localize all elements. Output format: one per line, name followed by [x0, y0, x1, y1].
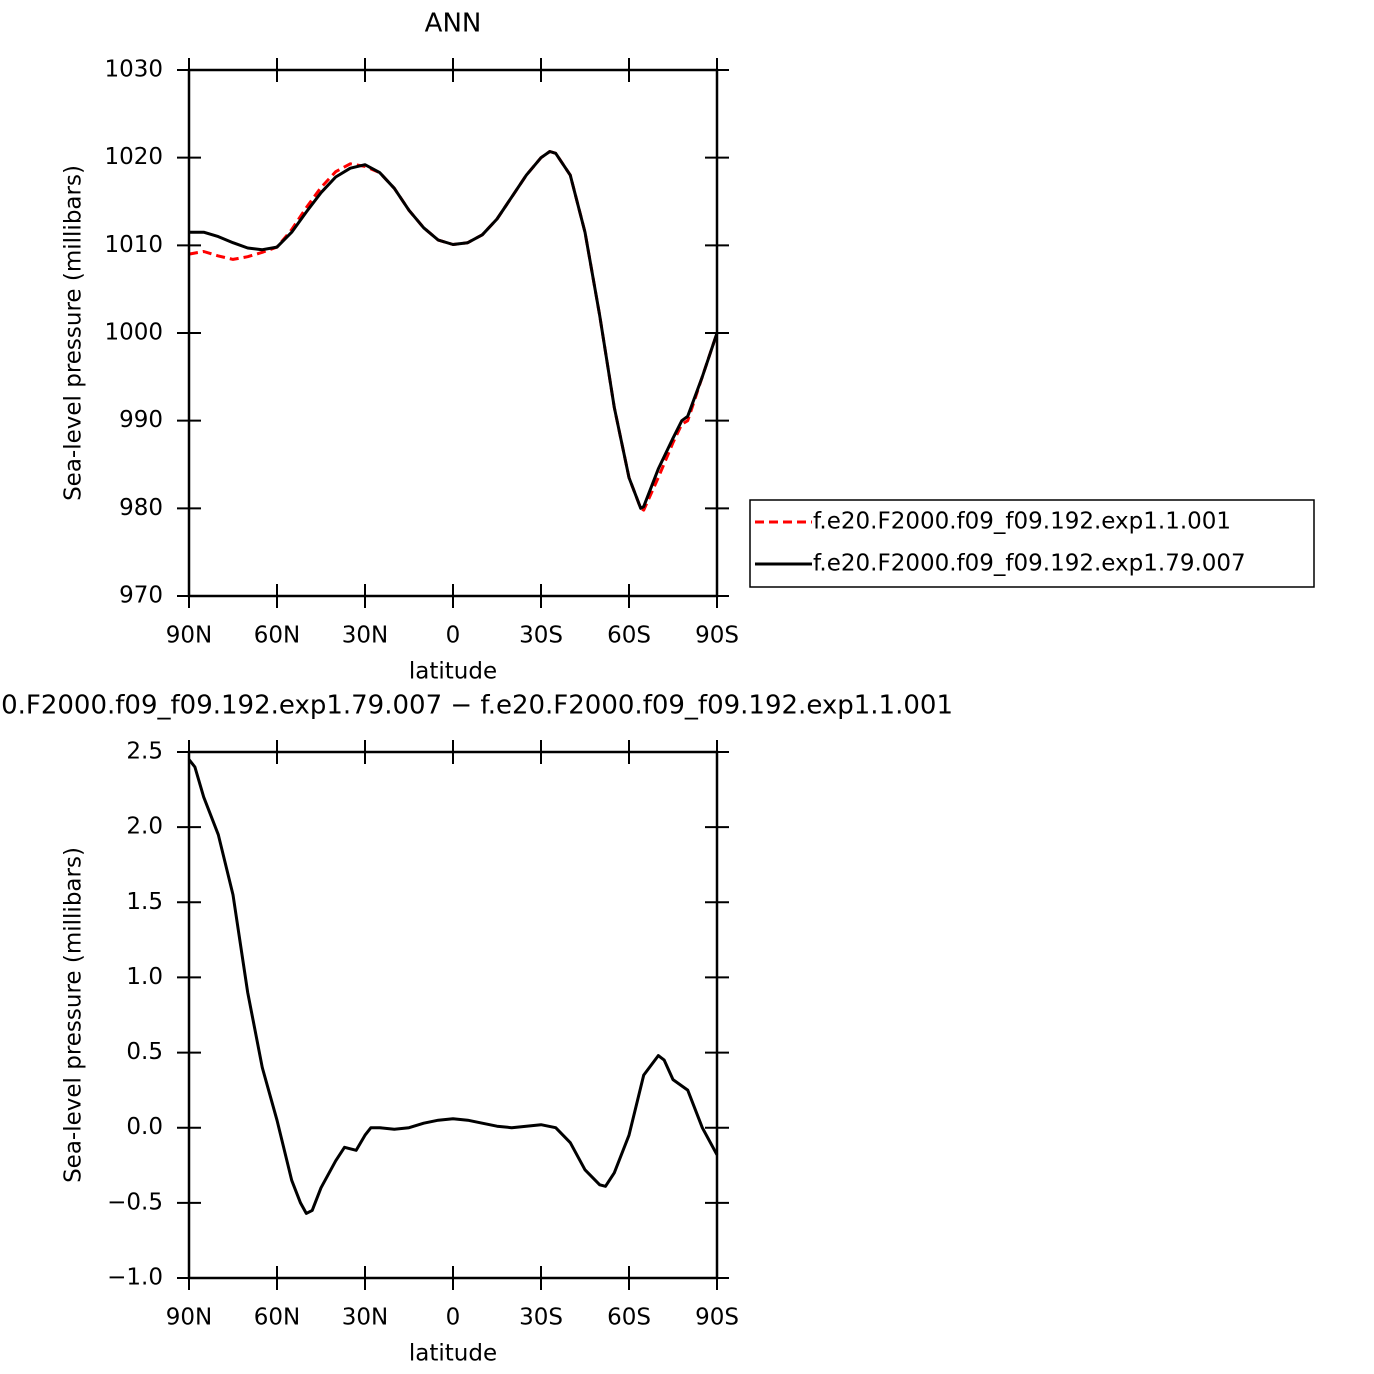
x-tick-label: 30S [519, 623, 563, 649]
x-tick-label: 30S [519, 1305, 563, 1331]
x-axis-label: latitude [409, 1341, 497, 1367]
y-tick-label: 970 [119, 583, 163, 609]
x-tick-label: 90S [695, 1305, 739, 1331]
x-tick-label: 90S [695, 623, 739, 649]
y-tick-label: 980 [119, 495, 163, 521]
legend-box [749, 499, 1315, 588]
y-tick-label: 1030 [104, 57, 163, 83]
x-tick-label: 60N [254, 623, 300, 649]
x-axis-label: latitude [409, 659, 497, 685]
y-tick-label: 2.0 [126, 814, 163, 840]
x-tick-label: 60N [254, 1305, 300, 1331]
plot-frame [187, 750, 719, 1280]
y-tick-label: −1.0 [107, 1265, 163, 1291]
x-tick-label: 60S [607, 623, 651, 649]
legend-label: f.e20.F2000.f09_f09.192.exp1.1.001 [813, 509, 1231, 535]
x-tick-label: 30N [342, 1305, 388, 1331]
data-line [188, 150, 719, 512]
y-tick-label: 990 [119, 407, 163, 433]
legend: f.e20.F2000.f09_f09.192.exp1.1.001 f.e20.… [749, 499, 1315, 588]
y-tick-label: 1000 [104, 320, 163, 346]
x-tick-label: 90N [166, 623, 212, 649]
y-tick-label: 1020 [104, 144, 163, 170]
legend-label: f.e20.F2000.f09_f09.192.exp1.79.007 [813, 551, 1246, 577]
y-tick-label: 1.0 [126, 964, 163, 990]
data-line [189, 150, 719, 510]
x-tick-label: 30N [342, 623, 388, 649]
x-tick-label: 0 [446, 623, 461, 649]
y-tick-label: 1010 [104, 232, 163, 258]
plot-frame [187, 68, 719, 598]
chart-title: ANN [425, 9, 482, 39]
y-tick-label: 0.0 [126, 1114, 163, 1140]
x-tick-label: 60S [607, 1305, 651, 1331]
chart-title: f.e20.F2000.f09_f09.192.exp1.79.007 − f.… [0, 691, 953, 721]
x-tick-label: 90N [166, 1305, 212, 1331]
y-axis-label: Sea-level pressure (millibars) [61, 847, 87, 1183]
y-tick-label: 2.5 [126, 739, 163, 765]
data-line [187, 758, 719, 1215]
y-axis-label: Sea-level pressure (millibars) [61, 165, 87, 501]
y-tick-label: 0.5 [126, 1039, 163, 1065]
x-tick-label: 0 [446, 1305, 461, 1331]
y-tick-label: −0.5 [107, 1189, 163, 1215]
y-tick-label: 1.5 [126, 889, 163, 915]
